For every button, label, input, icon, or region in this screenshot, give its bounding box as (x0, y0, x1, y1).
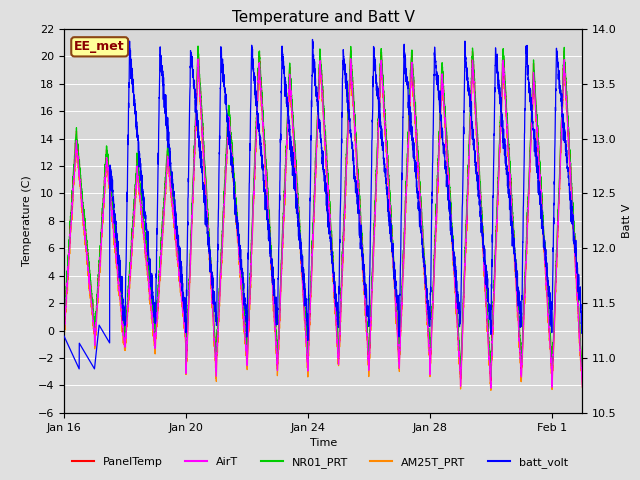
Legend: PanelTemp, AirT, NR01_PRT, AM25T_PRT, batt_volt: PanelTemp, AirT, NR01_PRT, AM25T_PRT, ba… (68, 452, 572, 472)
X-axis label: Time: Time (310, 438, 337, 448)
Text: EE_met: EE_met (74, 40, 125, 53)
Title: Temperature and Batt V: Temperature and Batt V (232, 10, 415, 25)
Y-axis label: Batt V: Batt V (623, 204, 632, 238)
Y-axis label: Temperature (C): Temperature (C) (22, 175, 32, 266)
